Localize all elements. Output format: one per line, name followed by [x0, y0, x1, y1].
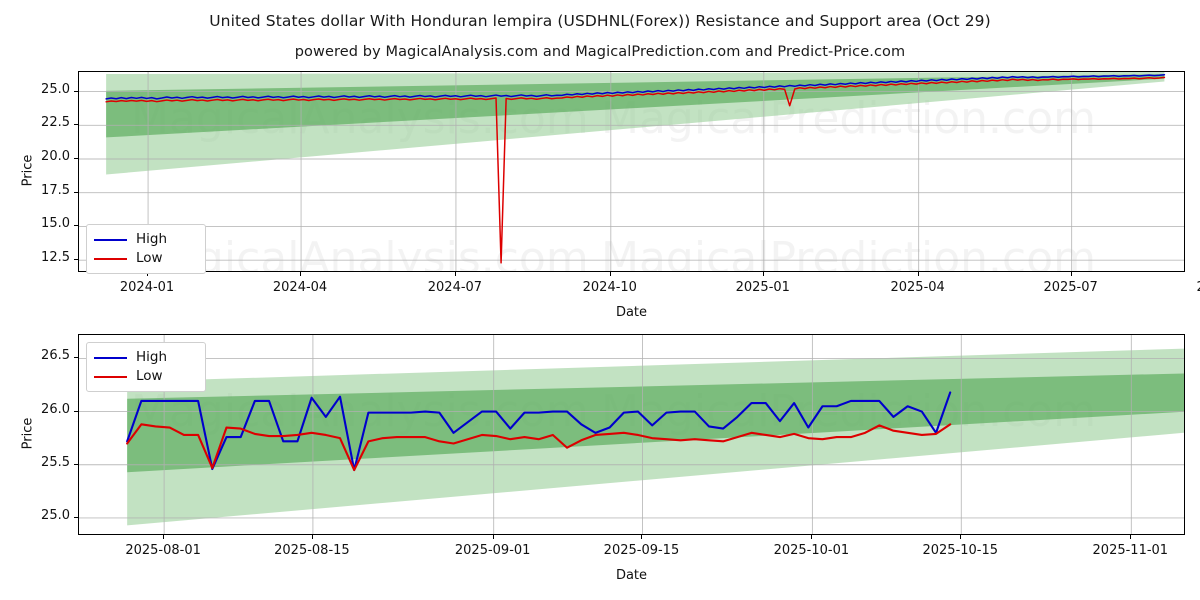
y-tick-label: 22.5: [41, 115, 70, 131]
x-tick-mark: [163, 535, 165, 539]
legend-line-swatch: [94, 238, 127, 241]
y-tick-mark: [74, 225, 78, 227]
x-tick-mark: [641, 535, 643, 539]
legend-label: Low: [136, 250, 163, 266]
page-subtitle: powered by MagicalAnalysis.com and Magic…: [294, 44, 906, 60]
band-inner: [106, 74, 1165, 138]
y-tick-label: 12.5: [41, 250, 70, 266]
legend-label: Low: [136, 368, 163, 384]
x-tick-label: 2024-04: [272, 280, 328, 295]
y-tick-mark: [74, 463, 78, 465]
y-tick-label: 15.0: [41, 216, 70, 232]
series-line-high: [105, 73, 1166, 100]
bottom-chart-legend: High Low: [86, 342, 206, 392]
top-legend-item[interactable]: Low: [94, 249, 196, 268]
y-tick-mark: [74, 259, 78, 261]
bottom-legend-item[interactable]: High: [94, 348, 196, 367]
y-tick-label: 26.0: [41, 401, 70, 417]
series-line-high: [126, 391, 952, 472]
y-tick-label: 25.0: [41, 507, 70, 523]
x-tick-mark: [960, 535, 962, 539]
watermark-text: MagicalPrediction.com: [601, 233, 1096, 272]
legend-line-swatch: [94, 257, 127, 260]
x-tick-label: 2025-10-15: [922, 543, 999, 558]
bottom-legend-item[interactable]: Low: [94, 367, 196, 386]
watermark-text: MagicalAnalysis.com: [131, 233, 589, 272]
legend-label: High: [136, 349, 168, 365]
top-chart-legend: High Low: [86, 224, 206, 274]
top-legend-item[interactable]: High: [94, 230, 196, 249]
top-chart-panel: MagicalAnalysis.com MagicalPrediction.com…: [78, 71, 1185, 272]
x-tick-mark: [492, 535, 494, 539]
top-y-axis-label: Price: [20, 154, 36, 187]
y-tick-mark: [74, 191, 78, 193]
top-chart-svg: MagicalAnalysis.com MagicalPrediction.com…: [79, 72, 1184, 272]
y-tick-mark: [74, 410, 78, 412]
bottom-x-axis-label: Date: [615, 568, 648, 583]
y-tick-mark: [74, 516, 78, 518]
x-tick-mark: [147, 272, 149, 276]
x-tick-mark: [300, 272, 302, 276]
x-tick-mark: [1130, 535, 1132, 539]
x-tick-label: 2024-07: [427, 280, 483, 295]
x-tick-mark: [609, 272, 611, 276]
x-tick-label: 2024-01: [119, 280, 175, 295]
series-line-low: [105, 76, 1166, 264]
x-tick-mark: [917, 272, 919, 276]
series-line-low: [126, 423, 952, 472]
x-tick-mark: [1070, 272, 1072, 276]
x-tick-label: 2025-08-01: [125, 543, 201, 558]
x-tick-label: 2025-07: [1043, 280, 1098, 295]
y-tick-label: 25.5: [41, 454, 70, 470]
x-tick-label: 2025-11-01: [1092, 543, 1169, 558]
x-tick-label: 2025-10: [1164, 280, 1200, 295]
y-tick-mark: [74, 357, 78, 359]
top-x-axis-label: Date: [615, 305, 648, 320]
y-tick-mark: [74, 158, 78, 159]
x-tick-label: 2024-10: [582, 280, 637, 295]
y-tick-label: 25.0: [41, 81, 70, 97]
x-tick-mark: [762, 272, 764, 276]
x-tick-mark: [311, 535, 313, 539]
x-tick-label: 2025-10-01: [773, 543, 850, 558]
y-tick-label: 26.5: [41, 348, 70, 364]
legend-line-swatch: [94, 356, 127, 359]
legend-line-swatch: [94, 375, 127, 378]
x-tick-mark: [454, 272, 456, 276]
bottom-y-axis-label: Price: [20, 417, 36, 450]
x-tick-label: 2025-09-15: [603, 543, 680, 558]
y-tick-mark: [74, 90, 78, 92]
y-tick-label: 20.0: [41, 149, 70, 164]
legend-label: High: [136, 231, 168, 247]
x-tick-label: 2025-08-15: [274, 543, 350, 558]
x-tick-label: 2025-09-01: [454, 543, 531, 558]
y-tick-mark: [74, 124, 78, 126]
x-tick-label: 2025-04: [890, 280, 945, 295]
x-tick-label: 2025-01: [735, 280, 790, 295]
x-tick-mark: [811, 535, 813, 539]
top-plot-area: MagicalAnalysis.com MagicalPrediction.com…: [78, 71, 1185, 272]
y-tick-label: 17.5: [41, 182, 70, 198]
page-title: United States dollar With Honduran lempi…: [209, 12, 991, 30]
